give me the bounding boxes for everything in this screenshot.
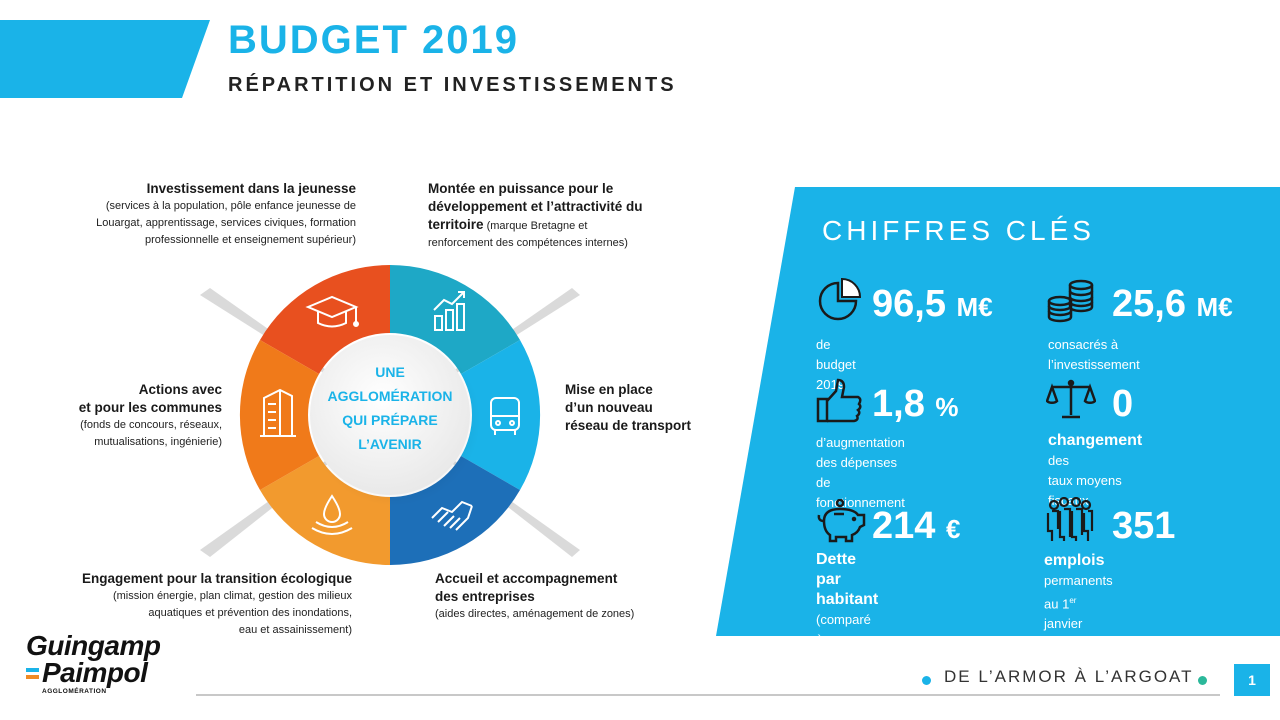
- tax-desc-rest: des: [1048, 453, 1069, 468]
- jeunesse-heading: Investissement dans la jeunesse: [146, 181, 356, 196]
- block-accueil: Accueil et accompagnement des entreprise…: [435, 570, 695, 623]
- budget-value: 96,5: [872, 283, 946, 325]
- footer-tagline: DE L’ARMOR À L’ARGOAT: [944, 667, 1194, 686]
- investment-unit: M€: [1196, 292, 1233, 322]
- increase-unit: %: [935, 392, 959, 422]
- block-engagement: Engagement pour la transition écologique…: [40, 570, 352, 639]
- accueil-detail-1: (aides directes, aménagement de zones): [435, 608, 635, 620]
- logo: Guingamp Paimpol AGGLOMÉRATION: [24, 630, 184, 700]
- accueil-heading-2: des entreprises: [435, 589, 535, 604]
- investment-desc: consacrés à l’investissement: [1048, 337, 1140, 372]
- building-icon: [260, 388, 296, 437]
- actions-heading-2: et pour les communes: [78, 400, 222, 415]
- montee-heading-1: Montée en puissance pour le: [428, 181, 614, 196]
- logo-bar-blue: [26, 668, 39, 672]
- growth-chart-icon: [433, 291, 465, 331]
- key-figures-title: CHIFFRES CLÉS: [822, 215, 1095, 246]
- footer-divider: [196, 694, 1220, 696]
- engagement-detail-2: aquatiques et prévention des inondations…: [148, 607, 352, 619]
- block-mise: Mise en place d’un nouveau réseau de tra…: [565, 381, 725, 435]
- debt-desc-bold: Dette par habitant: [816, 551, 879, 608]
- jeunesse-detail-2: Louargat, apprentissage, services civiqu…: [96, 217, 356, 229]
- actions-heading-1: Actions avec: [138, 382, 222, 397]
- jobs-desc-2sup: er: [1069, 596, 1077, 605]
- page-subtitle: RÉPARTITION ET INVESTISSEMENTS: [228, 74, 677, 96]
- coins-icon: [1047, 279, 1094, 323]
- debt-value: 214: [872, 505, 936, 547]
- mise-heading-1: Mise en place: [565, 382, 653, 397]
- block-jeunesse: Investissement dans la jeunesse (service…: [40, 180, 356, 249]
- piggy-bank-icon: [817, 499, 866, 543]
- accueil-heading-1: Accueil et accompagnement: [435, 571, 618, 586]
- water-drop-icon: [311, 494, 353, 535]
- segment-montee: [390, 264, 520, 374]
- increase-value: 1,8: [872, 383, 925, 425]
- jeunesse-detail-3: professionnelle et enseignement supérieu…: [145, 234, 356, 246]
- investment-value: 25,6: [1112, 283, 1186, 325]
- center-line-2: AGGLOMÉRATION: [328, 388, 453, 404]
- jobs-desc-bold: emplois: [1044, 552, 1105, 569]
- mise-heading-3: réseau de transport: [565, 418, 692, 433]
- actions-detail-2: mutualisations, ingénierie): [94, 436, 222, 448]
- scales-icon: [1046, 379, 1096, 419]
- bus-icon: [490, 397, 520, 435]
- logo-line-2: Paimpol: [42, 657, 148, 688]
- montee-heading-2: développement et l’attractivité du: [428, 199, 643, 214]
- page-title: BUDGET 2019: [228, 18, 519, 62]
- key-figures-panel: CHIFFRES CLÉS 96,5 M€ de budget 2019 25,…: [760, 187, 1280, 720]
- thumbs-up-icon: [816, 378, 862, 423]
- segment-jeunesse: [260, 264, 390, 374]
- page-number: 1: [1234, 664, 1270, 696]
- logo-line-3: AGGLOMÉRATION: [42, 688, 107, 695]
- block-montee: Montée en puissance pour le développemen…: [428, 180, 678, 252]
- segment-accueil: [390, 456, 520, 565]
- jobs-desc-rest: permanents: [1044, 573, 1113, 588]
- jobs-desc-2a: au 1: [1044, 596, 1070, 612]
- jeunesse-detail-1: (services à la population, pôle enfance …: [105, 200, 356, 212]
- block-actions: Actions avec et pour les communes (fonds…: [40, 381, 222, 451]
- priorities-wheel: UNE AGGLOMÉRATION QUI PRÉPARE L’AVENIR: [200, 264, 580, 565]
- debt-desc-1: (comparé à une dette: [816, 612, 871, 667]
- jobs-desc-2b: janvier 2019: [1044, 616, 1083, 652]
- montee-detail-1: renforcement des compétences internes): [428, 237, 628, 249]
- engagement-detail-1: (mission énergie, plan climat, gestion d…: [112, 590, 352, 602]
- pie-chart-icon: [818, 277, 862, 321]
- tax-desc-bold: changement: [1048, 432, 1143, 449]
- handshake-icon: [431, 500, 473, 531]
- center-line-3: QUI PRÉPARE: [342, 412, 437, 428]
- graduation-cap-icon: [305, 295, 359, 328]
- actions-detail-1: (fonds de concours, réseaux,: [80, 419, 222, 431]
- engagement-heading: Engagement pour la transition écologique: [81, 571, 352, 586]
- center-line-4: L’AVENIR: [358, 436, 422, 452]
- montee-detail-inline: (marque Bretagne et: [483, 220, 588, 232]
- debt-unit: €: [945, 514, 961, 544]
- people-group-icon: [1046, 497, 1094, 541]
- wheel-center: [310, 335, 470, 495]
- jobs-value: 351: [1112, 505, 1176, 547]
- tagline-dot-right: [1198, 676, 1207, 685]
- header-accent-bar: [0, 20, 210, 98]
- montee-heading-3: territoire: [428, 217, 484, 232]
- logo-bar-orange: [26, 675, 39, 679]
- budget-unit: M€: [956, 292, 993, 322]
- mise-heading-2: d’un nouveau: [565, 400, 653, 415]
- tax-value: 0: [1112, 383, 1134, 425]
- tagline-dot-left: [922, 676, 931, 685]
- increase-desc-1: d’augmentation des dépenses: [816, 435, 905, 470]
- center-line-1: UNE: [375, 364, 405, 380]
- logo-line-1: Guingamp: [26, 630, 161, 661]
- engagement-detail-3: eau et assainissement): [238, 624, 352, 636]
